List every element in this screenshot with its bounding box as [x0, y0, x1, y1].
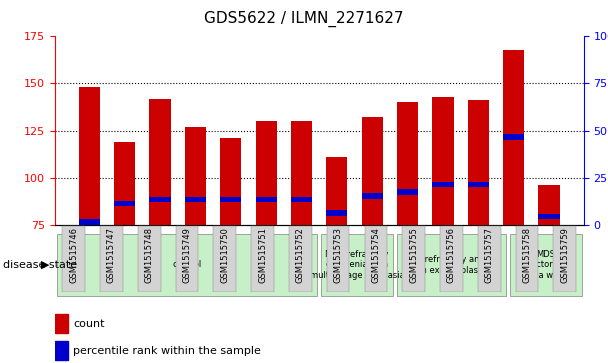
Bar — [326, 157, 348, 225]
Bar — [468, 101, 489, 225]
Text: ▶: ▶ — [41, 260, 50, 270]
Text: GSM1515749: GSM1515749 — [182, 227, 192, 283]
FancyBboxPatch shape — [553, 226, 576, 291]
Bar — [539, 185, 559, 225]
Text: disease state: disease state — [3, 260, 77, 270]
Bar — [291, 121, 312, 225]
Bar — [79, 87, 100, 225]
Bar — [185, 127, 206, 225]
FancyBboxPatch shape — [478, 226, 500, 291]
Text: GSM1515759: GSM1515759 — [561, 227, 569, 283]
Bar — [150, 99, 171, 225]
FancyBboxPatch shape — [176, 226, 198, 291]
FancyBboxPatch shape — [62, 226, 85, 291]
Bar — [362, 118, 383, 225]
Bar — [326, 210, 348, 216]
Bar — [114, 142, 136, 225]
FancyBboxPatch shape — [251, 226, 274, 291]
Bar — [185, 197, 206, 203]
FancyBboxPatch shape — [365, 226, 387, 291]
Bar — [255, 197, 277, 203]
FancyBboxPatch shape — [289, 226, 312, 291]
Text: GSM1515754: GSM1515754 — [371, 227, 381, 283]
Bar — [79, 219, 100, 225]
FancyBboxPatch shape — [440, 226, 463, 291]
FancyBboxPatch shape — [213, 226, 236, 291]
Text: GSM1515757: GSM1515757 — [485, 227, 494, 283]
Text: GSM1515753: GSM1515753 — [334, 227, 342, 283]
FancyBboxPatch shape — [396, 234, 506, 296]
Text: GSM1515752: GSM1515752 — [296, 227, 305, 283]
FancyBboxPatch shape — [510, 234, 582, 296]
Text: GSM1515750: GSM1515750 — [220, 227, 229, 283]
Text: GSM1515746: GSM1515746 — [69, 227, 78, 283]
Text: GSM1515756: GSM1515756 — [447, 227, 456, 283]
Bar — [432, 182, 454, 187]
FancyBboxPatch shape — [516, 226, 538, 291]
Text: MDS
refractory ane
mia with: MDS refractory ane mia with — [516, 250, 576, 280]
Bar — [220, 138, 241, 225]
Bar — [362, 193, 383, 199]
Bar — [397, 102, 418, 225]
Text: MDS refractory anemia
with excess blasts-1: MDS refractory anemia with excess blasts… — [402, 255, 500, 275]
Bar — [397, 189, 418, 195]
FancyBboxPatch shape — [138, 226, 161, 291]
Text: GSM1515747: GSM1515747 — [107, 227, 116, 283]
Text: GSM1515751: GSM1515751 — [258, 227, 267, 283]
Bar — [291, 197, 312, 203]
Bar — [150, 197, 171, 203]
Bar — [432, 97, 454, 225]
FancyBboxPatch shape — [321, 234, 393, 296]
Bar — [220, 197, 241, 203]
Text: MDS refractory
cytopenia with
multilineage dysplasia: MDS refractory cytopenia with multilinea… — [309, 250, 404, 280]
Text: control: control — [172, 261, 202, 269]
Bar — [55, 341, 68, 360]
Bar — [539, 214, 559, 219]
Bar — [255, 121, 277, 225]
FancyBboxPatch shape — [402, 226, 425, 291]
Bar — [468, 182, 489, 187]
FancyBboxPatch shape — [100, 226, 123, 291]
Text: GSM1515758: GSM1515758 — [522, 227, 531, 283]
Bar — [503, 49, 524, 225]
Bar — [114, 200, 136, 206]
FancyBboxPatch shape — [57, 234, 317, 296]
Text: GSM1515748: GSM1515748 — [145, 227, 154, 283]
Bar — [503, 134, 524, 140]
FancyBboxPatch shape — [326, 226, 350, 291]
Text: count: count — [73, 319, 105, 329]
Text: GSM1515755: GSM1515755 — [409, 227, 418, 283]
Text: GDS5622 / ILMN_2271627: GDS5622 / ILMN_2271627 — [204, 11, 404, 27]
Text: percentile rank within the sample: percentile rank within the sample — [73, 346, 261, 356]
Bar — [55, 314, 68, 333]
